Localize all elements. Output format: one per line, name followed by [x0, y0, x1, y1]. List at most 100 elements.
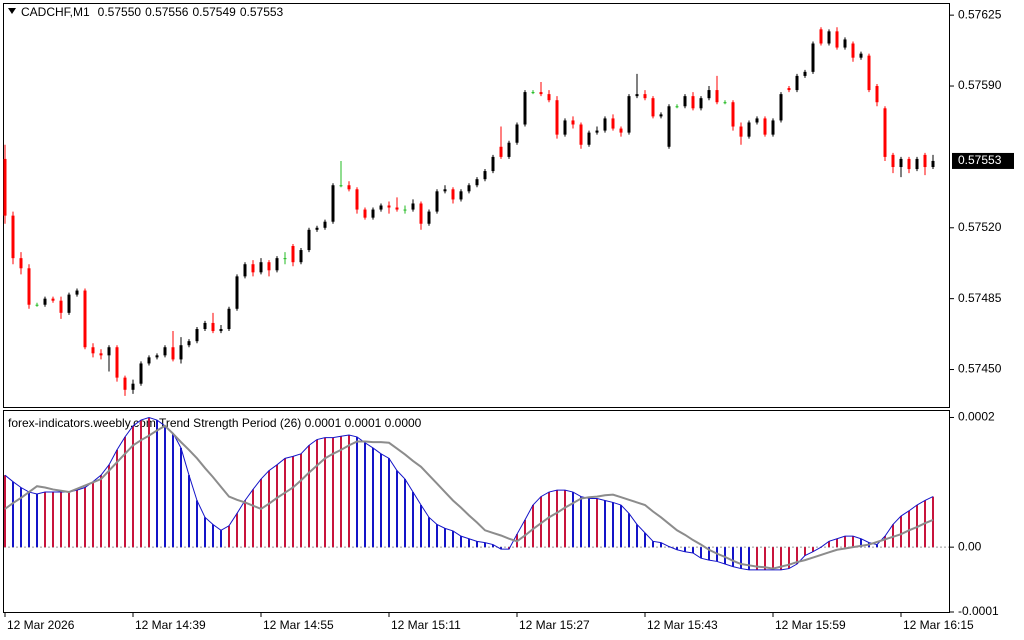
- candle-body: [515, 124, 519, 143]
- candle-body: [651, 98, 655, 117]
- y-tick-label: 0.00: [958, 539, 982, 553]
- candle-body: [739, 126, 743, 137]
- candle-body: [91, 347, 95, 354]
- histogram-bar: [540, 496, 542, 548]
- histogram-bar: [268, 470, 270, 548]
- candle-body: [931, 160, 935, 168]
- candle-body: [691, 96, 695, 109]
- candle-body: [843, 39, 847, 48]
- histogram-bar: [452, 530, 454, 548]
- candle-body: [163, 347, 167, 356]
- candle-body: [395, 207, 399, 210]
- histogram-bar: [828, 541, 830, 548]
- candle-body: [35, 304, 39, 306]
- symbol-label: CADCHF,M1: [21, 5, 90, 19]
- histogram-bar: [100, 475, 102, 548]
- histogram-bar: [44, 492, 46, 548]
- candle-body: [259, 262, 263, 273]
- histogram-bar: [628, 513, 630, 548]
- candle-body: [195, 329, 199, 342]
- histogram-bar: [484, 542, 486, 548]
- candle-body: [595, 130, 599, 133]
- histogram-bar: [636, 524, 638, 548]
- histogram-bar: [564, 490, 566, 548]
- candle-body: [795, 75, 799, 91]
- histogram-bar: [180, 447, 182, 548]
- candle-body: [603, 118, 607, 131]
- histogram-bar: [220, 530, 222, 548]
- histogram-bar: [692, 547, 694, 553]
- histogram-bar: [156, 420, 158, 548]
- histogram-bar: [860, 538, 862, 548]
- y-tick-label: 0.57520: [958, 220, 1002, 234]
- histogram-bar: [732, 547, 734, 567]
- histogram-bar: [796, 547, 798, 565]
- main-header: CADCHF,M1 0.57550 0.57556 0.57549 0.57553: [21, 5, 284, 19]
- candle-body: [155, 355, 159, 358]
- candle-body: [339, 185, 343, 187]
- candle-body: [179, 345, 183, 360]
- symbol-menu-arrow[interactable]: [8, 8, 16, 14]
- histogram-bar: [780, 547, 782, 570]
- signal-line: [4, 424, 934, 570]
- candle-body: [147, 357, 151, 364]
- histogram-bar: [116, 449, 118, 548]
- candle-body: [475, 179, 479, 186]
- candle-body: [803, 71, 807, 76]
- high-label: 0.57556: [145, 5, 189, 19]
- candle-body: [171, 347, 175, 360]
- candle-body: [59, 300, 63, 313]
- histogram-bar: [108, 464, 110, 548]
- current-price-label: 0.57553: [958, 153, 1002, 167]
- histogram-bar: [300, 453, 302, 548]
- histogram-bar: [444, 528, 446, 548]
- candle-body: [643, 94, 647, 99]
- x-tick-label: 12 Mar 2026: [7, 618, 75, 632]
- candle-body: [187, 341, 191, 346]
- histogram-bar: [204, 517, 206, 548]
- histogram-bar: [52, 492, 54, 548]
- candle-body: [635, 94, 639, 97]
- histogram-bar: [876, 544, 878, 548]
- candle-body: [539, 92, 543, 95]
- candle-body: [211, 322, 215, 332]
- histogram-bar: [188, 475, 190, 548]
- candle-body: [235, 276, 239, 309]
- histogram-bar: [332, 437, 334, 548]
- candle-body: [115, 347, 119, 378]
- histogram-bar: [20, 487, 22, 548]
- candle-body: [451, 189, 455, 200]
- histogram-bar: [364, 442, 366, 548]
- candle-body: [267, 262, 271, 271]
- histogram-bar: [852, 536, 854, 548]
- indicator-panel-frame: [3, 410, 950, 613]
- candle-body: [243, 264, 247, 277]
- candle-body: [523, 92, 527, 125]
- candle-body: [699, 98, 703, 109]
- histogram-bar: [844, 536, 846, 548]
- histogram-bar: [356, 436, 358, 548]
- candle-body: [827, 31, 831, 44]
- histogram-bar: [772, 547, 774, 570]
- candle-body: [275, 258, 279, 271]
- candle-body: [427, 211, 431, 224]
- candle-body: [563, 120, 567, 135]
- histogram-bar: [68, 492, 70, 548]
- histogram-bar: [836, 538, 838, 548]
- candle-body: [835, 31, 839, 48]
- candle-body: [299, 250, 303, 263]
- candle-body: [587, 132, 591, 145]
- candle-body: [371, 209, 375, 218]
- histogram-bar: [596, 498, 598, 548]
- candle-body: [307, 229, 311, 251]
- histogram-bar: [644, 532, 646, 548]
- candle-body: [227, 308, 231, 330]
- histogram-bar: [388, 458, 390, 548]
- histogram-bar: [284, 458, 286, 548]
- histogram-bar: [84, 487, 86, 548]
- histogram-bar: [76, 490, 78, 548]
- histogram-bar: [460, 536, 462, 548]
- histogram-bar: [932, 496, 934, 548]
